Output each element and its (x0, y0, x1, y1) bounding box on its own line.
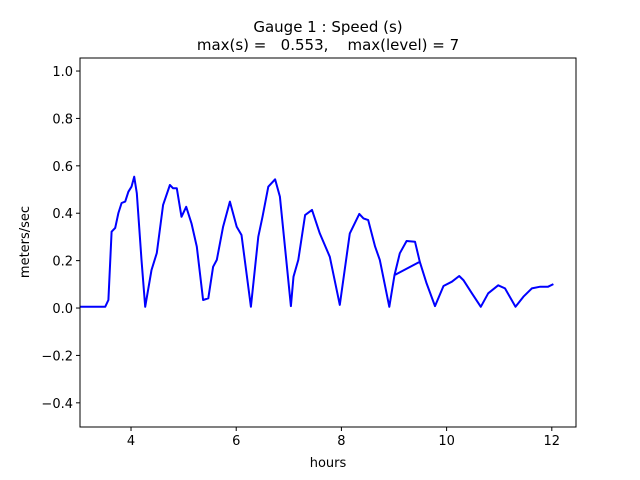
series-line-speed (80, 175, 554, 308)
y-tick-label: −0.2 (41, 349, 73, 364)
y-tick-label: 0.4 (52, 207, 73, 222)
x-tick-label: 10 (438, 434, 455, 449)
x-tick-label: 8 (337, 434, 345, 449)
y-tick-label: −0.4 (41, 397, 73, 412)
x-tick-label: 12 (544, 434, 561, 449)
y-tick-label: 0.8 (52, 112, 73, 127)
y-tick-label: 0.2 (52, 255, 73, 270)
y-axis: −0.4 −0.2 0.0 0.2 0.4 0.6 0.8 1.0 (41, 65, 80, 412)
chart-subtitle: max(s) = 0.553, max(level) = 7 (197, 36, 459, 54)
x-axis: 4 6 8 10 12 (127, 427, 560, 449)
y-tick-label: 0.0 (52, 302, 73, 317)
y-tick-label: 1.0 (52, 65, 73, 80)
x-axis-label: hours (310, 456, 347, 471)
y-axis-label: meters/sec (18, 206, 33, 278)
chart-title: Gauge 1 : Speed (s) (253, 18, 402, 36)
x-tick-label: 4 (127, 434, 135, 449)
y-tick-label: 0.6 (52, 160, 73, 175)
axes-frame (79, 57, 577, 428)
x-tick-label: 6 (232, 434, 240, 449)
plot-area (80, 175, 554, 308)
